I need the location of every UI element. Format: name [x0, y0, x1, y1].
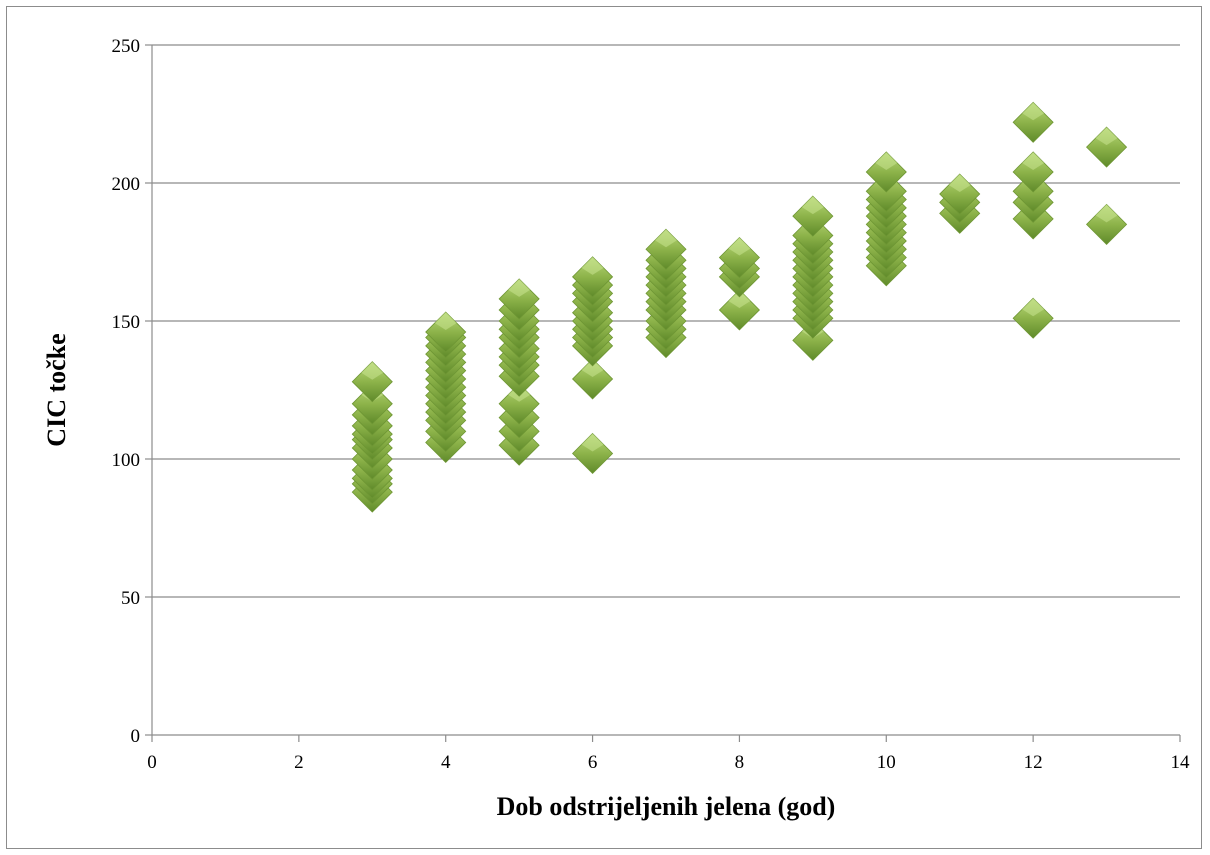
tick-labels: 0 50 100 150 200 250 0 2 4 6 8 10 12 14 [112, 36, 1191, 773]
y-tick-label: 50 [121, 588, 140, 609]
chart-area: 0 50 100 150 200 250 0 2 4 6 8 10 12 14 Dob odstrijel… [6, 6, 1202, 849]
x-tick-label: 2 [294, 752, 304, 773]
data-point [1012, 151, 1054, 193]
x-axis-title: Dob odstrijeljenih jelena (god) [497, 792, 836, 821]
data-point [1012, 101, 1054, 143]
x-tick-label: 0 [147, 752, 157, 773]
data-point [718, 236, 760, 279]
data-point [1086, 203, 1128, 245]
data-point [865, 151, 907, 193]
data-point [1086, 126, 1128, 168]
x-tick-label: 4 [441, 752, 451, 773]
data-point [939, 173, 981, 215]
x-tick-label: 12 [1024, 752, 1043, 773]
data-point [792, 195, 834, 237]
y-tick-label: 150 [112, 312, 141, 333]
scatter-chart: 0 50 100 150 200 250 0 2 4 6 8 10 12 14 Dob odstrijel… [42, 36, 1191, 821]
data-point [572, 432, 614, 475]
data-point [645, 228, 687, 270]
x-tick-label: 6 [588, 752, 598, 773]
y-tick-label: 0 [131, 726, 141, 747]
data-point [425, 311, 467, 353]
data-point [572, 358, 614, 400]
data-point [718, 289, 760, 331]
data-points [351, 101, 1128, 513]
y-axis-title: CIC točke [42, 333, 71, 446]
x-tick-label: 8 [735, 752, 745, 773]
y-tick-label: 200 [112, 174, 141, 195]
data-point [1012, 297, 1054, 339]
y-tick-label: 250 [112, 36, 141, 57]
y-tick-label: 100 [112, 450, 141, 471]
data-point [498, 278, 540, 320]
axes [145, 44, 1181, 742]
data-point [351, 361, 393, 403]
data-point [572, 256, 614, 298]
x-tick-label: 10 [877, 752, 896, 773]
x-tick-label: 14 [1171, 752, 1191, 773]
